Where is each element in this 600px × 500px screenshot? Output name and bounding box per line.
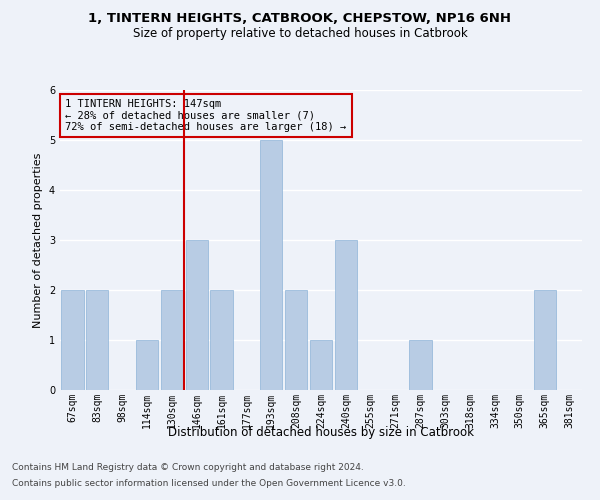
Text: Distribution of detached houses by size in Catbrook: Distribution of detached houses by size … xyxy=(168,426,474,439)
Bar xyxy=(61,290,83,390)
Text: Contains HM Land Registry data © Crown copyright and database right 2024.: Contains HM Land Registry data © Crown c… xyxy=(12,464,364,472)
Bar xyxy=(260,140,283,390)
Bar xyxy=(533,290,556,390)
Bar xyxy=(409,340,431,390)
Text: 1, TINTERN HEIGHTS, CATBROOK, CHEPSTOW, NP16 6NH: 1, TINTERN HEIGHTS, CATBROOK, CHEPSTOW, … xyxy=(89,12,511,26)
Bar xyxy=(335,240,357,390)
Bar xyxy=(86,290,109,390)
Y-axis label: Number of detached properties: Number of detached properties xyxy=(34,152,43,328)
Bar xyxy=(185,240,208,390)
Bar xyxy=(136,340,158,390)
Bar xyxy=(161,290,183,390)
Text: Size of property relative to detached houses in Catbrook: Size of property relative to detached ho… xyxy=(133,28,467,40)
Bar xyxy=(285,290,307,390)
Bar xyxy=(310,340,332,390)
Text: 1 TINTERN HEIGHTS: 147sqm
← 28% of detached houses are smaller (7)
72% of semi-d: 1 TINTERN HEIGHTS: 147sqm ← 28% of detac… xyxy=(65,99,346,132)
Text: Contains public sector information licensed under the Open Government Licence v3: Contains public sector information licen… xyxy=(12,478,406,488)
Bar xyxy=(211,290,233,390)
